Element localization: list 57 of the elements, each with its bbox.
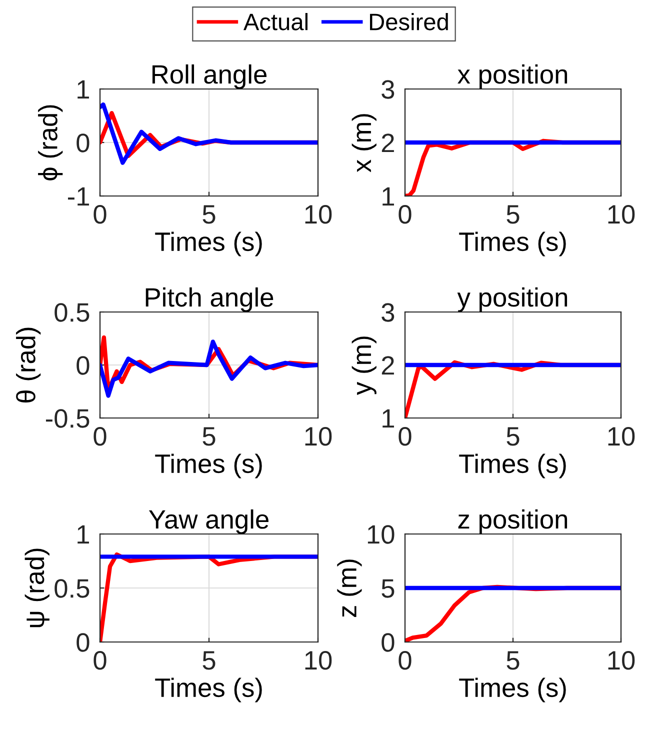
x-axis-title: Times (s) — [155, 232, 262, 256]
x-axis-title: Times (s) — [459, 678, 566, 702]
x-axis-title: Times (s) — [459, 232, 566, 256]
x-axis-title: Times (s) — [459, 454, 566, 478]
y-tick-label: -1 — [68, 187, 89, 206]
y-tick-label: 1 — [78, 80, 89, 99]
x-axis-title: Times (s) — [155, 454, 262, 478]
y-tick-label: 1 — [382, 187, 394, 206]
x-tick-label: 10 — [608, 427, 635, 446]
x-tick-label: 10 — [305, 205, 332, 224]
x-tick-label: 5 — [506, 427, 520, 446]
y-axis-title: θ (rad) — [16, 328, 41, 402]
y-axis-title: ψ (rad) — [24, 548, 50, 628]
x-tick-label: 5 — [202, 205, 216, 224]
chart-title: z position — [458, 509, 568, 534]
x-tick-label: 5 — [506, 651, 520, 670]
y-tick-label: 0.5 — [54, 579, 90, 598]
y-tick-label: 3 — [382, 80, 394, 99]
x-axis-title: Times (s) — [155, 678, 262, 702]
chart-title: Pitch angle — [146, 287, 274, 312]
chart-title: Yaw angle — [148, 509, 268, 534]
chart-title: y position — [457, 287, 568, 312]
y-tick-label: 0 — [76, 356, 90, 375]
x-tick-label: 10 — [305, 651, 332, 670]
y-tick-label: 0.5 — [54, 303, 90, 322]
legend-label: Desired — [370, 12, 448, 30]
x-tick-label: 0 — [398, 651, 412, 670]
x-tick-label: 5 — [202, 427, 216, 446]
y-tick-label: 0 — [76, 633, 90, 652]
x-tick-label: 5 — [506, 205, 520, 224]
x-tick-label: 10 — [305, 427, 332, 446]
x-tick-label: 0 — [94, 205, 106, 224]
x-tick-label: 0 — [94, 427, 106, 446]
y-tick-label: 5 — [382, 579, 394, 598]
chart-title: Roll angle — [152, 64, 267, 89]
legend-label: Actual — [243, 12, 308, 30]
y-axis-title: x (m) — [352, 114, 376, 172]
y-axis-title: y (m) — [352, 336, 376, 395]
y-tick-label: 1 — [382, 409, 394, 428]
y-axis-title: ϕ (rad) — [38, 105, 63, 180]
y-tick-label: 10 — [368, 525, 394, 544]
y-tick-label: 0 — [382, 633, 394, 652]
y-tick-label: 2 — [382, 134, 394, 152]
y-tick-label: 0 — [76, 134, 90, 152]
x-tick-label: 0 — [398, 205, 412, 224]
x-tick-label: 5 — [202, 651, 216, 670]
x-tick-label: 10 — [608, 205, 635, 224]
y-tick-label: 2 — [382, 356, 394, 375]
x-tick-label: 10 — [608, 651, 635, 670]
y-tick-label: 1 — [78, 525, 89, 544]
y-tick-label: -0.5 — [46, 409, 90, 428]
x-tick-label: 0 — [398, 427, 412, 446]
line-series — [100, 102, 318, 165]
chart-title: x position — [458, 64, 568, 89]
y-axis-title: z (m) — [337, 560, 362, 617]
x-tick-label: 0 — [94, 651, 106, 670]
y-tick-label: 3 — [382, 303, 394, 322]
